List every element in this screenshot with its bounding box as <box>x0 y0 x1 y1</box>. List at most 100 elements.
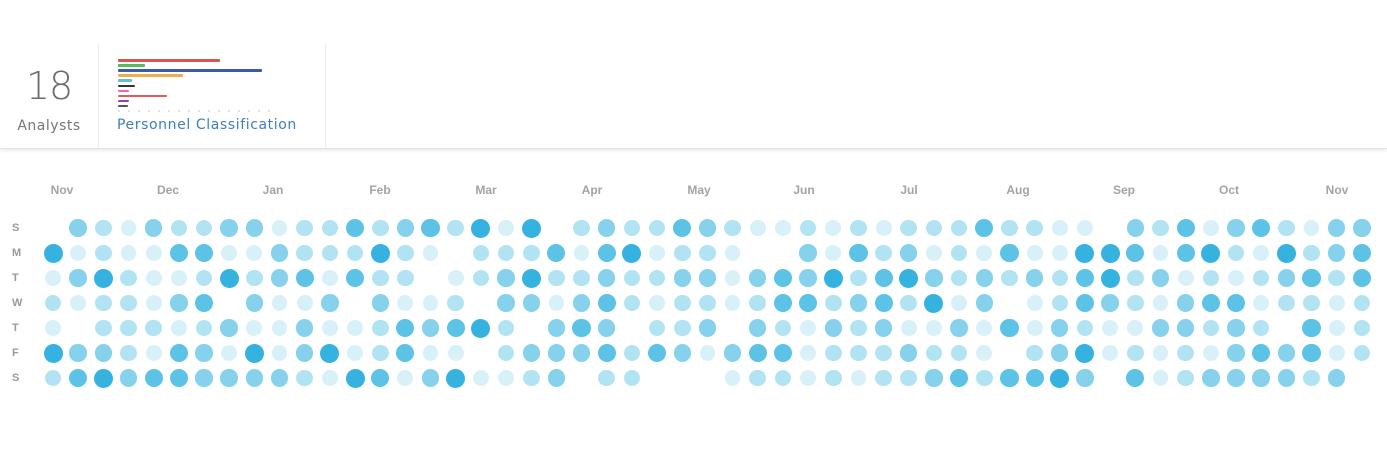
heatmap-cell[interactable] <box>69 368 88 388</box>
heatmap-cell[interactable] <box>244 343 264 363</box>
heatmap-cell[interactable] <box>748 343 767 363</box>
heatmap-cell[interactable] <box>472 370 489 386</box>
heatmap-cell[interactable] <box>926 245 942 261</box>
heatmap-cell[interactable] <box>950 344 968 362</box>
heatmap-cell[interactable] <box>396 318 415 338</box>
heatmap-cell[interactable] <box>950 269 968 287</box>
heatmap-cell[interactable] <box>1327 244 1346 262</box>
heatmap-cell[interactable] <box>345 368 365 388</box>
heatmap-cell[interactable] <box>397 370 414 386</box>
heatmap-cell[interactable] <box>699 294 716 312</box>
heatmap-cell[interactable] <box>145 295 162 311</box>
heatmap-cell[interactable] <box>1001 219 1018 237</box>
heatmap-cell[interactable] <box>270 269 289 287</box>
heatmap-cell[interactable] <box>749 294 767 312</box>
heatmap-cell[interactable] <box>1177 369 1194 387</box>
heatmap-cell[interactable] <box>1303 220 1320 236</box>
heatmap-cell[interactable] <box>1025 269 1044 287</box>
heatmap-cell[interactable] <box>321 219 339 237</box>
heatmap-cell[interactable] <box>1026 245 1043 261</box>
heatmap-cell[interactable] <box>522 244 540 262</box>
heatmap-cell[interactable] <box>1100 243 1120 263</box>
heatmap-cell[interactable] <box>698 269 717 287</box>
heatmap-cell[interactable] <box>623 294 641 312</box>
heatmap-cell[interactable] <box>1253 295 1270 311</box>
heatmap-cell[interactable] <box>195 319 213 337</box>
heatmap-cell[interactable] <box>497 244 515 262</box>
heatmap-cell[interactable] <box>1353 219 1371 237</box>
heatmap-cell[interactable] <box>800 370 816 386</box>
heatmap-cell[interactable] <box>447 219 464 237</box>
heatmap-cell[interactable] <box>1026 344 1043 362</box>
heatmap-cell[interactable] <box>45 320 61 336</box>
heatmap-cell[interactable] <box>823 268 843 288</box>
heatmap-cell[interactable] <box>1327 369 1346 387</box>
heatmap-cell[interactable] <box>1252 218 1271 238</box>
heatmap-cell[interactable] <box>371 219 389 237</box>
heatmap-cell[interactable] <box>220 219 238 237</box>
heatmap-cell[interactable] <box>396 219 415 237</box>
heatmap-cell[interactable] <box>875 344 892 362</box>
heatmap-cell[interactable] <box>120 245 137 261</box>
heatmap-cell[interactable] <box>850 219 867 237</box>
heatmap-cell[interactable] <box>749 220 766 236</box>
heatmap-cell[interactable] <box>270 369 289 387</box>
heatmap-cell[interactable] <box>1026 295 1043 311</box>
heatmap-cell[interactable] <box>1276 243 1296 263</box>
heatmap-cell[interactable] <box>1352 268 1371 288</box>
heatmap-cell[interactable] <box>471 218 491 238</box>
heatmap-cell[interactable] <box>774 369 792 387</box>
heatmap-cell[interactable] <box>1252 369 1270 387</box>
heatmap-cell[interactable] <box>169 368 188 388</box>
heatmap-cell[interactable] <box>1353 294 1371 312</box>
heatmap-cell[interactable] <box>900 320 917 336</box>
heatmap-cell[interactable] <box>447 270 464 286</box>
heatmap-cell[interactable] <box>572 318 591 338</box>
heatmap-cell[interactable] <box>850 269 867 287</box>
heatmap-cell[interactable] <box>69 219 87 237</box>
heatmap-cell[interactable] <box>572 344 591 362</box>
heatmap-cell[interactable] <box>295 268 314 288</box>
heatmap-cell[interactable] <box>1303 294 1320 312</box>
heatmap-cell[interactable] <box>874 293 893 313</box>
heatmap-cell[interactable] <box>220 369 238 387</box>
heatmap-cell[interactable] <box>775 220 791 236</box>
heatmap-cell[interactable] <box>1102 345 1119 361</box>
heatmap-cell[interactable] <box>724 295 741 311</box>
heatmap-cell[interactable] <box>597 243 616 263</box>
heatmap-cell[interactable] <box>849 294 868 312</box>
heatmap-cell[interactable] <box>975 269 993 287</box>
heatmap-cell[interactable] <box>1327 219 1346 237</box>
heatmap-cell[interactable] <box>45 270 61 286</box>
heatmap-cell[interactable] <box>1077 220 1093 236</box>
heatmap-cell[interactable] <box>119 369 138 387</box>
heatmap-cell[interactable] <box>320 343 340 363</box>
heatmap-cell[interactable] <box>924 293 944 313</box>
heatmap-cell[interactable] <box>850 370 867 386</box>
heatmap-cell[interactable] <box>900 219 918 237</box>
heatmap-cell[interactable] <box>245 369 264 387</box>
heatmap-cell[interactable] <box>724 270 741 286</box>
heatmap-cell[interactable] <box>874 268 893 288</box>
heatmap-cell[interactable] <box>1303 369 1320 387</box>
heatmap-cell[interactable] <box>976 345 993 361</box>
heatmap-cell[interactable] <box>1226 293 1246 313</box>
heatmap-cell[interactable] <box>899 268 919 288</box>
heatmap-cell[interactable] <box>120 319 137 337</box>
heatmap-cell[interactable] <box>43 343 63 363</box>
heatmap-cell[interactable] <box>547 344 566 362</box>
heatmap-cell[interactable] <box>875 244 892 262</box>
heatmap-cell[interactable] <box>219 268 239 288</box>
heatmap-cell[interactable] <box>321 294 339 312</box>
heatmap-cell[interactable] <box>824 294 842 312</box>
heatmap-cell[interactable] <box>900 294 918 312</box>
heatmap-cell[interactable] <box>70 295 87 311</box>
personnel-classification-card[interactable]: Personnel Classification <box>99 44 326 148</box>
heatmap-cell[interactable] <box>472 244 490 262</box>
heatmap-cell[interactable] <box>498 370 514 386</box>
heatmap-cell[interactable] <box>824 319 842 337</box>
heatmap-cell[interactable] <box>951 295 968 311</box>
heatmap-cell[interactable] <box>1127 344 1144 362</box>
heatmap-cell[interactable] <box>622 243 642 263</box>
heatmap-cell[interactable] <box>1302 318 1321 338</box>
